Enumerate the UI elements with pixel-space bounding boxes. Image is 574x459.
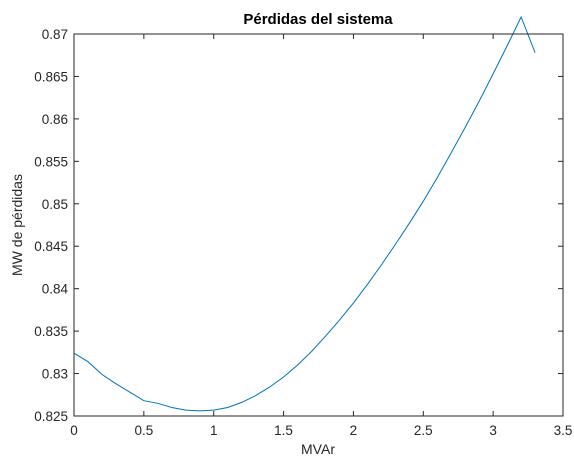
x-tick-label: 0.5 xyxy=(134,423,153,438)
y-tick-label: 0.83 xyxy=(42,367,68,382)
y-tick-label: 0.85 xyxy=(42,197,68,212)
plot-frame xyxy=(73,33,564,417)
y-tick-label: 0.845 xyxy=(34,239,68,254)
plot-background xyxy=(74,34,563,416)
series-line-0 xyxy=(73,15,536,412)
axis-ticks: 0 0.5 1 1.5 2 2.5 3 3.5 0.825 0.83 0.835 0.84 0.845 0… xyxy=(34,27,572,438)
x-axis-label: MVAr xyxy=(301,441,335,457)
series-group xyxy=(73,15,536,412)
x-tick-label: 2 xyxy=(350,423,358,438)
y-tick-label: 0.825 xyxy=(34,409,68,424)
y-tick-label: 0.865 xyxy=(34,69,68,84)
y-tick-label: 0.835 xyxy=(34,324,68,339)
y-tick-label: 0.855 xyxy=(34,154,68,169)
x-tick-label: 2.5 xyxy=(414,423,433,438)
y-tick-label: 0.84 xyxy=(42,282,69,297)
x-tick-label: 0 xyxy=(70,423,78,438)
y-axis-label: MW de pérdidas xyxy=(9,174,25,276)
chart-title: Pérdidas del sistema xyxy=(243,11,393,28)
x-tick-label: 3 xyxy=(489,423,497,438)
x-tick-label: 1 xyxy=(210,423,218,438)
y-tick-label: 0.86 xyxy=(42,112,68,127)
x-tick-label: 3.5 xyxy=(554,423,573,438)
x-tick-label: 1.5 xyxy=(274,423,293,438)
y-tick-label: 0.87 xyxy=(42,27,68,42)
